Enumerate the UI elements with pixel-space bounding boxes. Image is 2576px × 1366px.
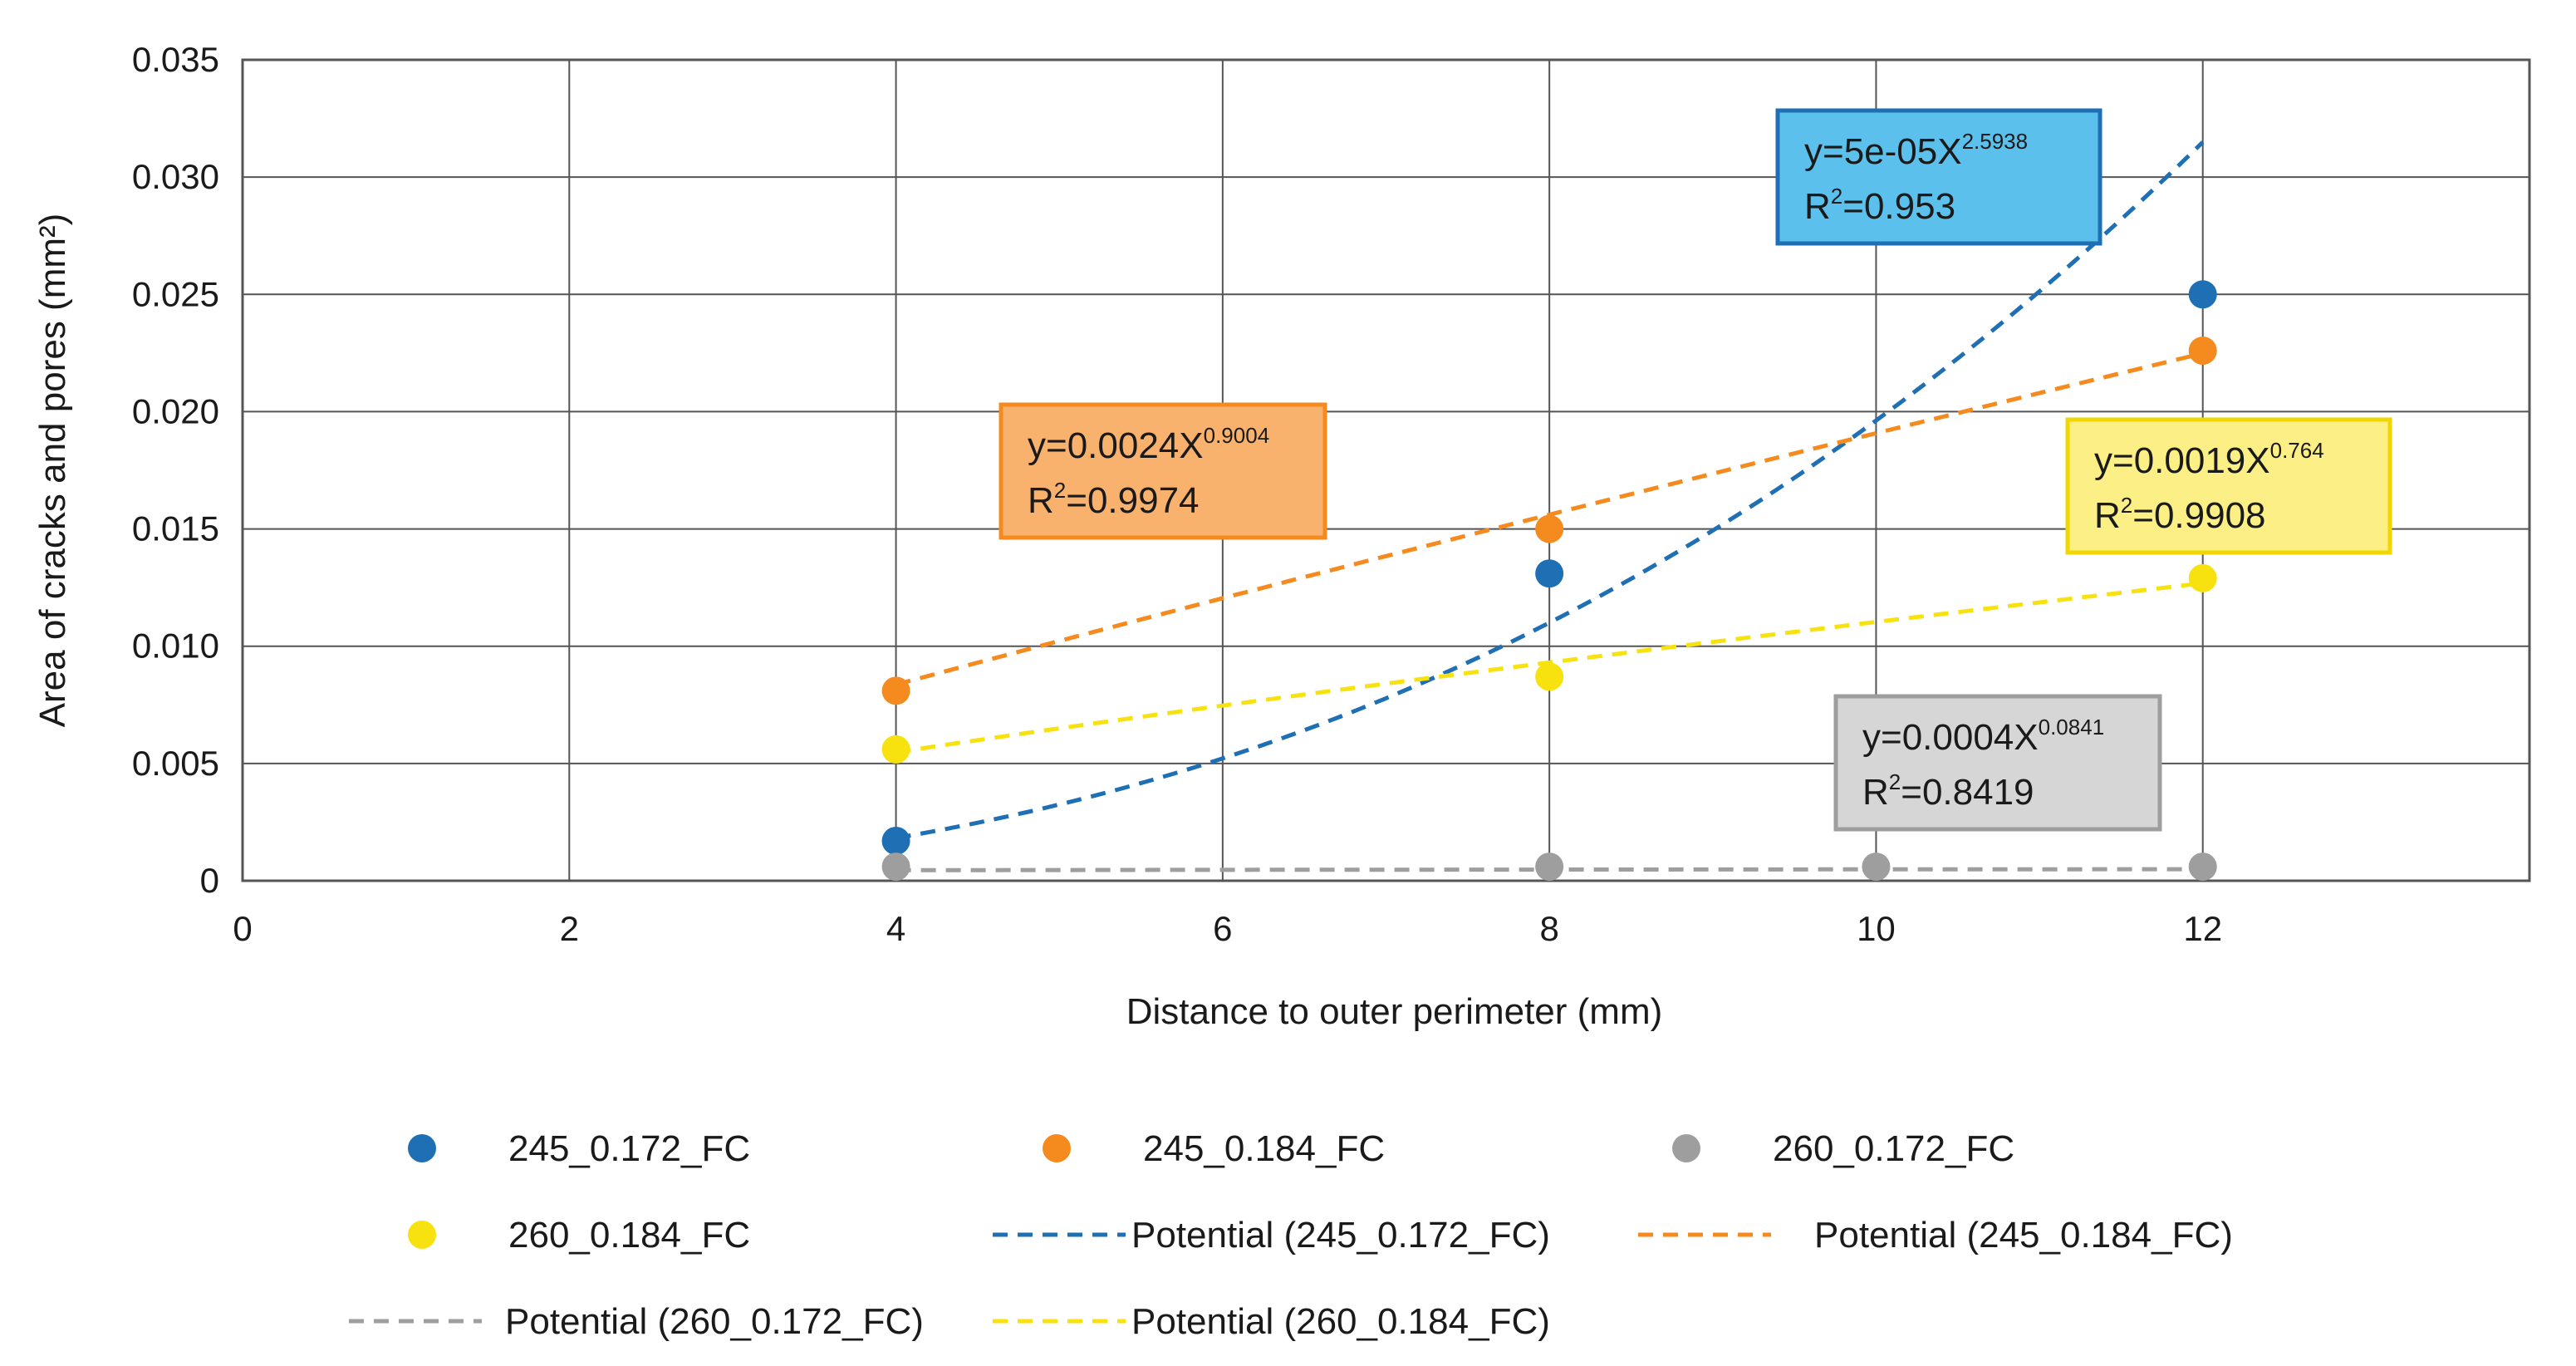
trend-equation: y=0.0004X0.0841 <box>1862 715 2104 758</box>
data-point <box>1535 514 1564 543</box>
data-point <box>2188 853 2217 882</box>
r-squared: R2=0.8419 <box>1862 769 2034 813</box>
legend-item: Potential (260_0.172_FC) <box>349 1301 924 1342</box>
trend-line <box>895 351 2204 687</box>
data-point <box>2188 280 2217 309</box>
legend-label: Potential (260_0.184_FC) <box>1131 1301 1550 1342</box>
legend-item: Potential (260_0.184_FC) <box>993 1301 1550 1342</box>
legend-item: 260_0.172_FC <box>1672 1128 2014 1169</box>
data-point <box>881 735 910 764</box>
equation-box: y=5e-05X2.5938 R2=0.953 <box>1775 108 2103 246</box>
legend-label: Potential (260_0.172_FC) <box>505 1301 924 1342</box>
legend-marker <box>408 1134 436 1162</box>
x-tick-label: 10 <box>1857 909 1896 948</box>
r-squared: R2=0.9908 <box>2094 493 2266 536</box>
legend-label: 245_0.184_FC <box>1143 1128 1385 1169</box>
equation-box-frame <box>1775 108 2103 246</box>
equation-box: y=0.0004X0.0841 R2=0.8419 <box>1833 694 2162 832</box>
y-tick-label: 0.030 <box>132 157 219 196</box>
data-point <box>1535 853 1564 882</box>
legend-item: Potential (245_0.172_FC) <box>993 1215 1550 1255</box>
equation-box: y=0.0024X0.9004 R2=0.9974 <box>999 402 1327 540</box>
trend-equation: y=0.0019X0.764 <box>2094 438 2324 481</box>
plot-frame <box>241 58 2531 882</box>
x-tick-label: 12 <box>2183 909 2222 948</box>
x-tick-label: 2 <box>560 909 579 948</box>
r-squared: R2=0.9974 <box>1028 478 1200 521</box>
data-point <box>881 676 910 705</box>
x-axis-title: Distance to outer perimeter (mm) <box>1126 991 1663 1032</box>
data-points <box>881 280 2217 882</box>
data-point <box>1535 559 1564 588</box>
x-tick-label: 0 <box>233 909 252 948</box>
data-point <box>2188 563 2217 592</box>
trend-equation: y=0.0024X0.9004 <box>1028 423 1269 466</box>
legend-item: 260_0.184_FC <box>408 1215 750 1255</box>
axis-ticks: 0 0.005 0.010 0.015 0.020 0.025 0.030 0.035 0 2 4 6… <box>132 40 2222 948</box>
y-tick-label: 0.020 <box>132 391 219 430</box>
legend-marker <box>1043 1134 1071 1162</box>
legend-item: 245_0.184_FC <box>1043 1128 1385 1169</box>
x-tick-label: 8 <box>1539 909 1558 948</box>
legend-marker <box>1672 1134 1700 1162</box>
legend-label: 260_0.172_FC <box>1773 1128 2014 1169</box>
x-tick-label: 4 <box>886 909 905 948</box>
trend-line <box>895 581 2203 754</box>
equation-box: y=0.0019X0.764 R2=0.9908 <box>2065 417 2392 555</box>
equation-box-frame <box>2065 417 2392 555</box>
data-point <box>881 827 910 856</box>
y-tick-label: 0.005 <box>132 744 219 783</box>
data-point <box>2188 337 2217 366</box>
x-tick-label: 6 <box>1213 909 1232 948</box>
r-squared: R2=0.953 <box>1804 184 1955 227</box>
y-tick-label: 0.025 <box>132 274 219 313</box>
legend-item: Potential (245_0.184_FC) <box>1638 1215 2233 1255</box>
trend-equation: y=5e-05X2.5938 <box>1804 129 2028 172</box>
equation-box-frame <box>999 402 1327 540</box>
legend-label: Potential (245_0.184_FC) <box>1814 1215 2233 1255</box>
y-axis-title: Area of cracks and pores (mm²) <box>32 214 73 728</box>
data-point <box>1862 853 1891 882</box>
y-tick-label: 0.035 <box>132 40 219 79</box>
y-tick-label: 0.015 <box>132 509 219 548</box>
legend-label: Potential (245_0.172_FC) <box>1131 1215 1550 1255</box>
data-point <box>881 853 910 882</box>
legend-label: 245_0.172_FC <box>508 1128 750 1169</box>
legend: 245_0.172_FC 245_0.184_FC 260_0.172_FC 260_… <box>349 1128 2233 1342</box>
y-tick-label: 0 <box>200 861 219 900</box>
legend-marker <box>408 1221 436 1249</box>
equation-box-frame <box>1833 694 2162 832</box>
equation-annotations: y=5e-05X2.5938 R2=0.953 y=0.0024X0.9004 R2=… <box>999 108 2392 832</box>
y-tick-label: 0.010 <box>132 626 219 666</box>
legend-item: 245_0.172_FC <box>408 1128 750 1169</box>
data-point <box>1535 662 1564 691</box>
legend-label: 260_0.184_FC <box>508 1215 750 1255</box>
